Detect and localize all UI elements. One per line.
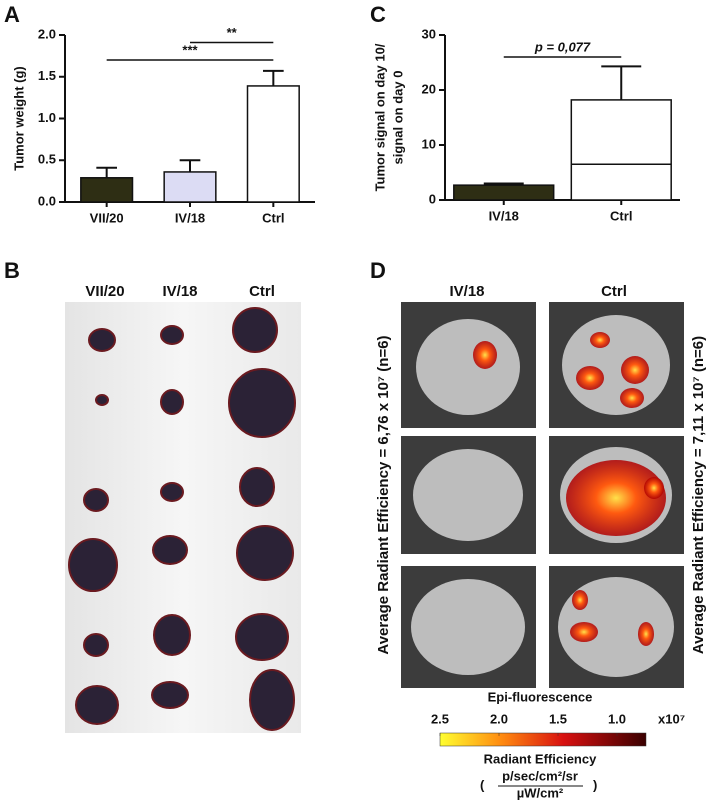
significance-label: p = 0,077 — [534, 39, 591, 54]
bar — [80, 177, 134, 203]
colorbar-title: Radiant Efficiency — [484, 751, 597, 766]
panel-label: D — [370, 258, 386, 283]
y-tick-label: 20 — [422, 81, 436, 96]
unit-denominator: µW/cm² — [517, 785, 564, 800]
paren: ( — [480, 777, 485, 792]
tumor-photo — [65, 302, 301, 733]
colorbar — [439, 732, 647, 747]
colorbar-tick-label: 2.0 — [490, 711, 508, 726]
column-label: IV/18 — [162, 283, 197, 300]
bar — [163, 171, 217, 203]
caption: Epi-fluorescence — [488, 689, 593, 704]
y-tick-label: 0.0 — [38, 193, 56, 208]
bar — [570, 99, 672, 201]
y-tick-label: 30 — [422, 26, 436, 41]
column-label: VII/20 — [85, 283, 124, 300]
colorbar-tick-label: 2.5 — [431, 711, 449, 726]
panel-label: C — [370, 2, 386, 27]
significance-label: ** — [227, 25, 238, 40]
bar — [453, 184, 555, 201]
column-label: IV/18 — [449, 283, 484, 300]
paren: ) — [593, 777, 597, 792]
y-tick-label: 0 — [429, 191, 436, 206]
colorbar-tick-label: 1.5 — [549, 711, 567, 726]
y-axis-label: Tumor signal on day 10/ — [372, 43, 387, 191]
significance-label: *** — [182, 42, 198, 57]
x-tick-label: Ctrl — [262, 210, 284, 225]
unit-numerator: p/sec/cm²/sr — [502, 768, 578, 783]
lung-images — [401, 302, 684, 688]
y-tick-label: 0.5 — [38, 152, 56, 167]
column-label: Ctrl — [249, 283, 275, 300]
bar — [246, 85, 300, 203]
y-tick-label: 1.0 — [38, 110, 56, 125]
side-label: Average Radiant Efficiency = 7,11 x 10⁷ … — [690, 336, 707, 654]
y-tick-label: 2.0 — [38, 26, 56, 41]
panel-label: B — [4, 258, 20, 283]
colorbar-multiplier: x10⁷ — [658, 711, 685, 726]
x-tick-label: VII/20 — [90, 210, 124, 225]
colorbar-tick-label: 1.0 — [608, 711, 626, 726]
panel-label: A — [4, 2, 20, 27]
side-label: Average Radiant Efficiency = 6,76 x 10⁷ … — [375, 335, 392, 654]
x-tick-label: Ctrl — [610, 208, 632, 223]
x-tick-label: IV/18 — [175, 210, 205, 225]
y-tick-label: 1.5 — [38, 68, 56, 83]
column-label: Ctrl — [601, 283, 627, 300]
y-tick-label: 10 — [422, 136, 436, 151]
y-axis-label: signal on day 0 — [390, 71, 405, 165]
y-axis-label: Tumor weight (g) — [11, 66, 26, 170]
x-tick-label: IV/18 — [489, 208, 519, 223]
